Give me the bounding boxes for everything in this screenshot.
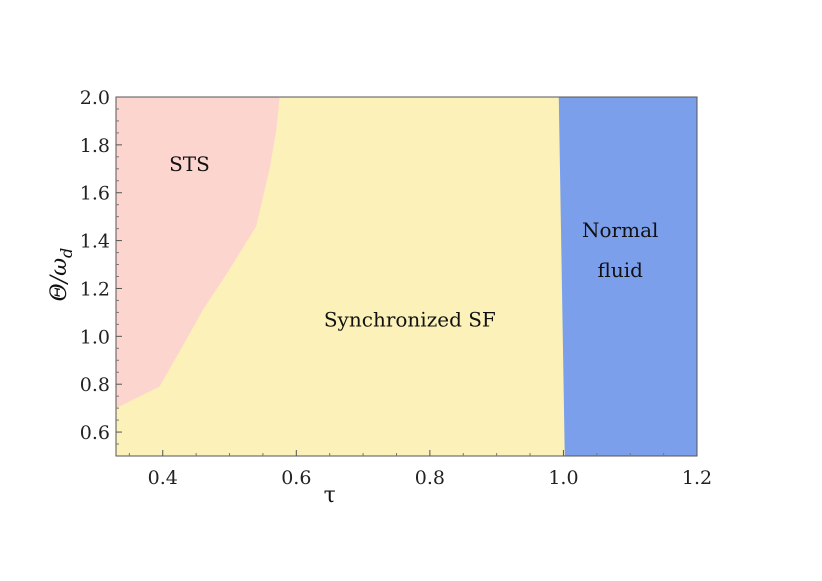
x-tick-label: 1.0	[548, 467, 578, 489]
y-axis-label-subscript: d	[57, 248, 76, 258]
region-label: fluid	[597, 258, 643, 282]
x-axis-label: τ	[324, 483, 336, 508]
phase-regions	[116, 97, 697, 456]
y-tick-label: 2.0	[80, 87, 110, 109]
region-sts	[116, 97, 280, 409]
y-axis-label-main: Θ/ω	[47, 258, 72, 301]
y-tick-label: 0.8	[80, 374, 110, 396]
y-axis-label: Θ/ωd	[47, 248, 76, 302]
y-tick-label: 1.8	[80, 135, 110, 157]
region-normal-fluid	[558, 97, 697, 456]
x-tick-label: 0.8	[415, 467, 445, 489]
y-tick-label: 0.6	[80, 422, 110, 444]
region-label: STS	[169, 152, 210, 176]
y-tick-label: 1.6	[80, 183, 110, 205]
y-tick-label: 1.4	[80, 231, 110, 253]
x-tick-label: 1.2	[682, 467, 712, 489]
axis-ticks: 0.4 0.6 0.8 1.0 1.2 0.6 0.8 1.0 1.2 1.4 1.6 1.8 2.0	[80, 87, 712, 489]
y-tick-label: 1.0	[80, 326, 110, 348]
x-tick-label: 0.6	[281, 467, 311, 489]
region-labels: STS Synchronized SF Normal fluid	[169, 152, 658, 332]
region-label: Synchronized SF	[324, 308, 496, 332]
x-tick-label: 0.4	[148, 467, 178, 489]
region-label: Normal	[582, 218, 658, 242]
y-tick-label: 1.2	[80, 278, 110, 300]
